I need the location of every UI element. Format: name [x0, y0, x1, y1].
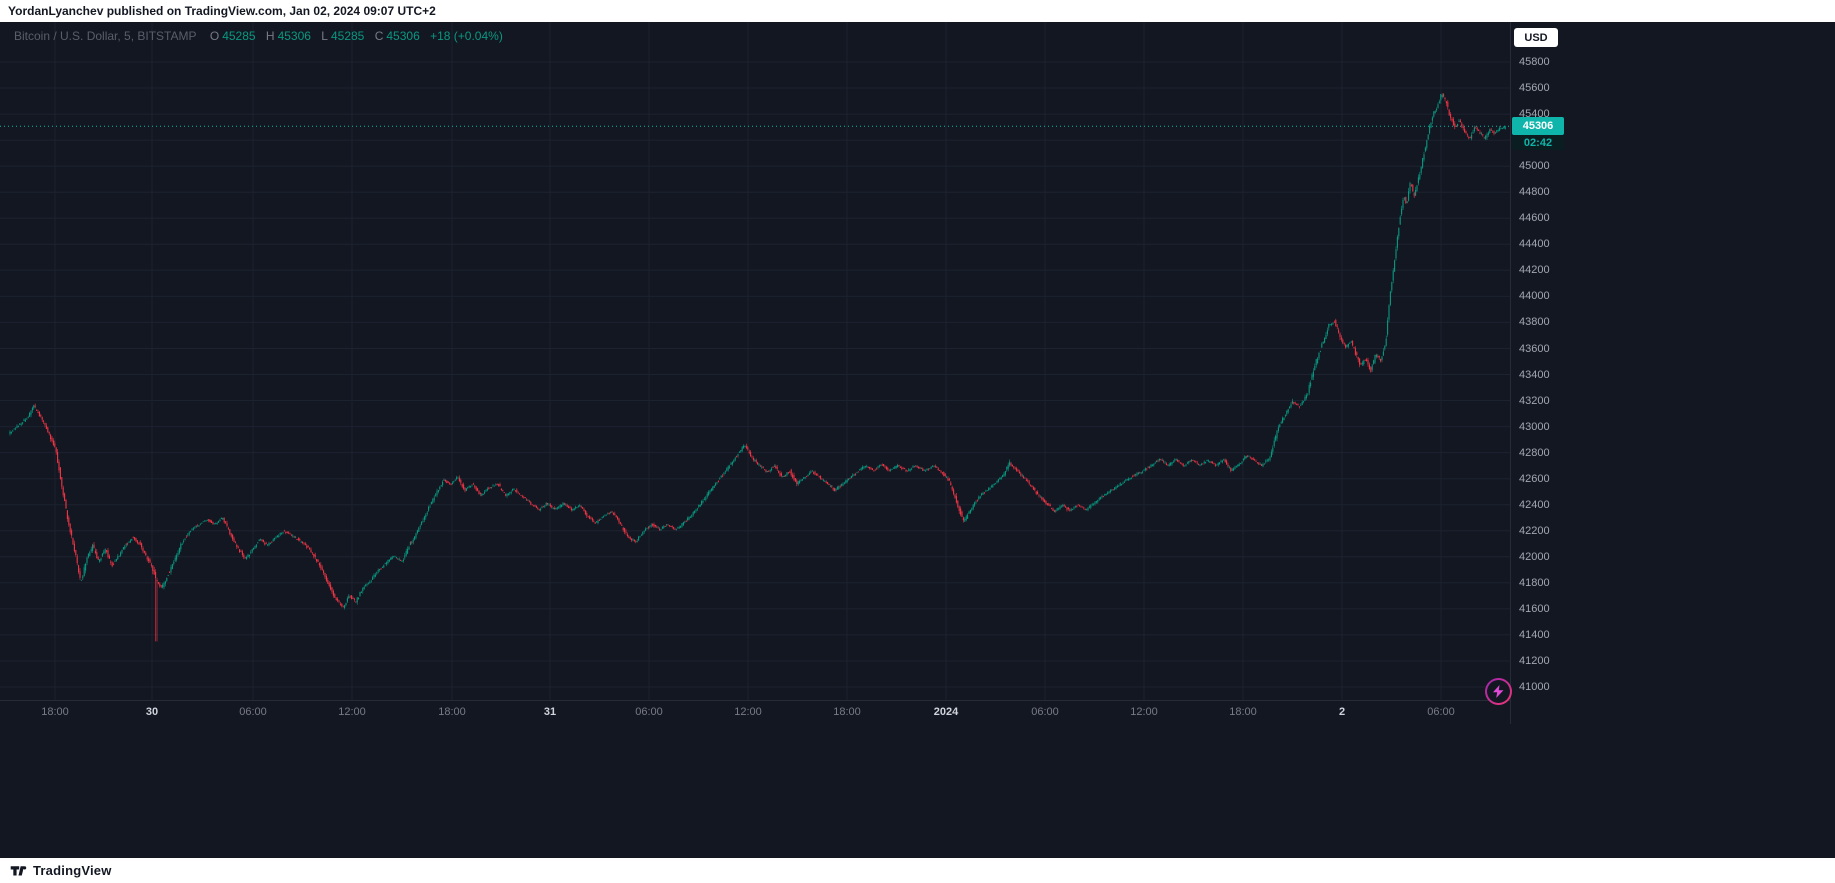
time-axis-label: 18:00: [833, 706, 861, 718]
time-axis-label: 2: [1338, 706, 1346, 718]
price-scale-label: 42600: [1519, 472, 1550, 485]
tradingview-logo-icon[interactable]: [10, 862, 27, 879]
price-scale-label: 41600: [1519, 602, 1550, 615]
price-scale-label: 43600: [1519, 342, 1550, 355]
low-value: 45285: [330, 29, 365, 43]
price-scale-label: 42400: [1519, 498, 1550, 511]
price-scale-label: 43800: [1519, 316, 1550, 329]
price-scale-label: 41200: [1519, 655, 1550, 667]
price-scale-label: 44200: [1519, 264, 1550, 277]
published-line: YordanLyanchev published on TradingView.…: [8, 4, 436, 18]
low-label: L: [321, 29, 328, 43]
price-scale-label: 42200: [1519, 524, 1550, 537]
candlestick-chart[interactable]: [0, 22, 1510, 700]
price-scale-label: 45800: [1519, 56, 1550, 68]
price-scale-label: 42800: [1519, 446, 1550, 459]
time-axis-label: 30: [145, 706, 159, 718]
open-label: O: [209, 29, 220, 43]
time-axis-label: 12:00: [1130, 706, 1158, 718]
time-axis-label: 2024: [933, 706, 959, 718]
bar-countdown-badge: 02:42: [1512, 135, 1564, 151]
tradingview-wordmark[interactable]: TradingView: [33, 863, 112, 878]
price-scale-label: 43000: [1519, 420, 1550, 433]
price-scale-label: 44400: [1519, 238, 1550, 251]
price-scale-label: 41400: [1519, 628, 1550, 641]
chart-stage: Bitcoin / U.S. Dollar, 5, BITSTAMP O 4528…: [0, 22, 1835, 858]
high-value: 45306: [277, 29, 311, 43]
time-axis-label: 06:00: [1031, 706, 1059, 718]
time-axis-label: 18:00: [438, 706, 466, 718]
footer-bar: TradingView: [0, 858, 1835, 883]
price-scale-label: 44800: [1519, 186, 1550, 199]
publish-header: YordanLyanchev published on TradingView.…: [0, 0, 1835, 22]
price-scale-label: 45600: [1519, 82, 1550, 94]
price-scale-label: 45400: [1519, 108, 1550, 121]
time-axis-label: 12:00: [734, 706, 762, 718]
symbol-title: Bitcoin / U.S. Dollar, 5, BITSTAMP: [14, 29, 197, 43]
price-scale-label: 42000: [1519, 550, 1550, 563]
time-axis-label: 18:00: [41, 706, 69, 718]
time-axis-label: 12:00: [338, 706, 366, 718]
price-scale-label: 43400: [1519, 368, 1550, 381]
boost-button[interactable]: [1485, 678, 1512, 705]
symbol-legend: Bitcoin / U.S. Dollar, 5, BITSTAMP O 4528…: [14, 29, 506, 43]
last-price-badge: 45306: [1512, 117, 1564, 136]
price-scale-label: 41800: [1519, 576, 1550, 589]
time-axis-label: 06:00: [1427, 706, 1455, 718]
price-scale-label: 43200: [1519, 394, 1550, 407]
price-scale-label: 44000: [1519, 290, 1550, 303]
time-axis-label: 31: [543, 706, 557, 718]
price-scale-label: 45000: [1519, 160, 1550, 173]
time-axis[interactable]: 18:00 30 06:00 12:00 18:00 31 06:00 12:00 18:00 2…: [0, 700, 1510, 725]
change-value: +18 (+0.04%): [430, 29, 503, 43]
currency-usd-button[interactable]: USD: [1514, 28, 1558, 47]
open-value: 45285: [222, 29, 256, 43]
close-label: C: [374, 29, 384, 43]
close-value: 45306: [386, 29, 420, 43]
time-axis-label: 06:00: [239, 706, 267, 718]
lightning-bolt-icon: [1493, 685, 1504, 698]
price-scale[interactable]: USD 45306 02:42 458004560045400452004500…: [1510, 22, 1569, 724]
price-scale-label: 44600: [1519, 212, 1550, 225]
high-label: H: [265, 29, 275, 43]
price-scale-label: 41000: [1519, 681, 1550, 693]
time-axis-label: 06:00: [635, 706, 663, 718]
time-axis-label: 18:00: [1229, 706, 1257, 718]
